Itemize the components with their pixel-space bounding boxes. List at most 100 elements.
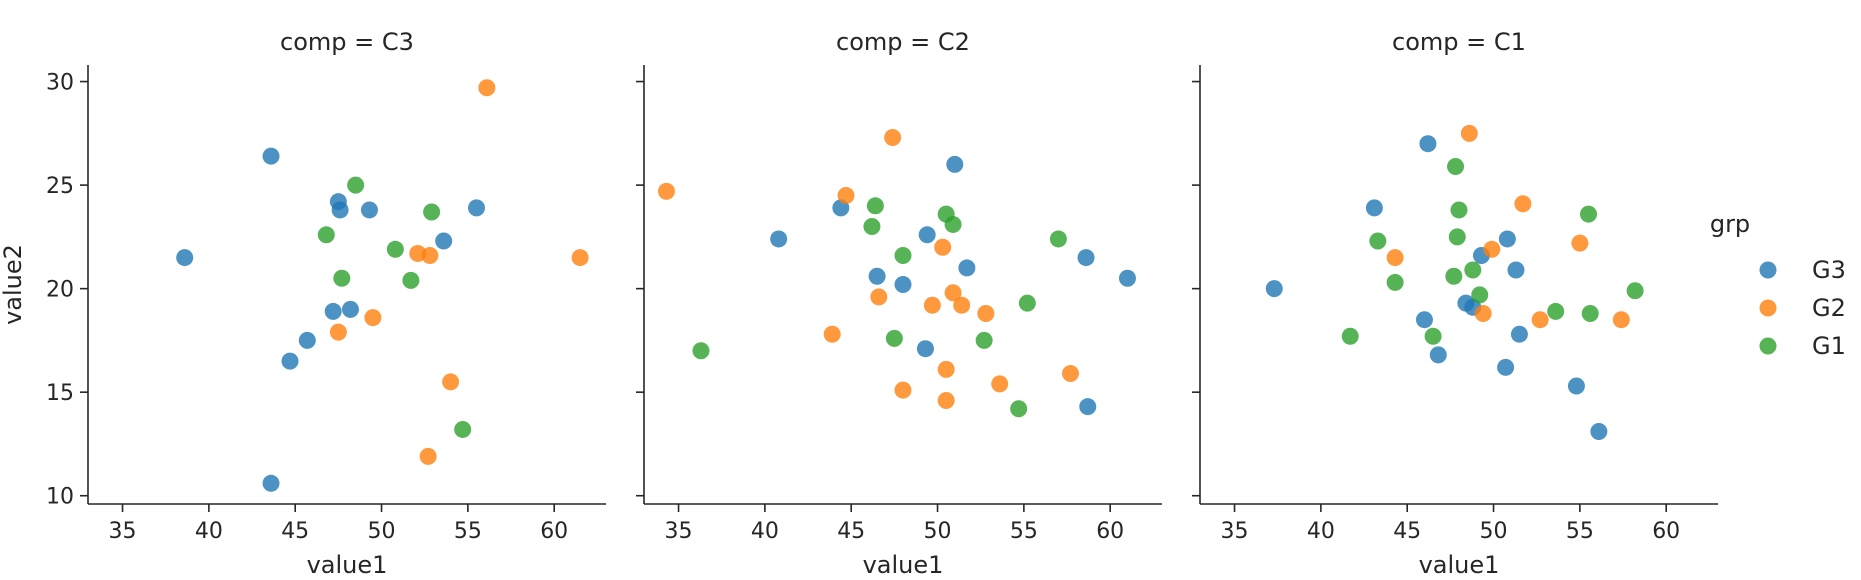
data-point [329,323,347,341]
data-point [823,325,841,343]
data-point [1581,304,1599,322]
legend: grp G3 G2 G1 [1710,210,1846,360]
series-g3 [176,147,485,492]
data-point [937,391,955,409]
data-point [894,276,912,293]
data-point [1419,135,1437,153]
y-tick-label: 15 [46,381,74,406]
x-tick-label: 45 [837,519,865,544]
data-point [1341,327,1359,345]
legend-entry: G3 [1759,256,1846,284]
data-point [1474,304,1492,322]
x-tick-label: 60 [540,519,568,544]
data-point [262,474,280,492]
data-point [657,182,675,200]
data-point [454,420,472,438]
data-point [934,238,952,256]
data-point [347,176,365,194]
facet-panel: comp = C1 35 40 45 50 55 60 value1 [1192,28,1718,579]
data-point [364,309,382,327]
data-point [1424,327,1442,345]
data-point [1464,261,1482,279]
data-point [977,304,995,322]
data-point [958,259,976,277]
series-g2 [1386,124,1630,329]
x-tick-label: 55 [454,519,482,544]
data-point [402,271,420,289]
data-point [1626,282,1644,300]
legend-label: G1 [1812,332,1846,360]
data-point [770,230,788,248]
data-point [868,267,886,285]
data-point [435,232,453,250]
data-point [281,352,299,370]
facet-panels: comp = C3 10 15 20 25 30 35 40 45 50 55 60 value1 val… [0,28,1718,579]
data-point [916,340,934,358]
data-point [1450,201,1468,219]
data-point [317,226,335,244]
data-point [1077,249,1095,267]
data-point [1018,294,1036,312]
data-point [918,226,936,244]
data-point [944,284,962,302]
data-point [419,447,437,465]
data-point [262,147,280,165]
data-point [894,381,912,399]
x-tick-label: 50 [924,519,952,544]
series-g3 [1265,135,1608,441]
x-tick-label: 55 [1566,519,1594,544]
data-point [923,296,941,314]
facet-title: comp = C2 [836,28,970,56]
data-point [1010,400,1028,418]
data-point [866,197,884,215]
data-point [837,186,855,204]
data-point [1497,358,1515,376]
data-point [1386,249,1404,267]
facet-title: comp = C1 [1392,28,1526,56]
data-point [1471,286,1489,304]
x-tick-label: 40 [1307,519,1335,544]
data-point [1567,377,1585,395]
data-point [937,360,955,378]
y-tick-label: 20 [46,278,74,303]
data-point [975,331,993,349]
data-point [1510,325,1528,343]
data-point [1429,346,1447,364]
data-point [692,342,710,360]
data-point [1079,398,1097,416]
data-point [423,203,441,221]
data-point [341,300,359,318]
data-point [1612,311,1630,329]
legend-marker [1759,299,1777,317]
data-point [885,329,903,347]
data-point [298,331,316,349]
data-point [894,247,912,265]
data-point [1507,261,1525,279]
data-point [1061,365,1079,383]
series-g2 [329,79,589,465]
data-point [953,296,971,314]
data-point [1447,157,1465,175]
data-point [946,155,964,173]
data-point [1415,311,1433,329]
series-g1 [1341,157,1644,345]
series-g1 [692,197,1067,418]
x-tick-label: 60 [1096,519,1124,544]
data-point [386,240,404,258]
data-point [1365,199,1383,217]
data-point [421,247,439,265]
data-point [176,249,194,267]
data-point [1571,234,1589,252]
y-tick-label: 10 [46,485,74,510]
data-point [1547,302,1565,320]
data-point [884,128,902,146]
data-point [571,249,589,267]
data-point [1448,228,1466,246]
data-point [1369,232,1387,250]
data-point [1514,195,1532,213]
legend-title: grp [1710,210,1750,238]
legend-marker [1759,337,1777,355]
data-point [1460,124,1478,142]
